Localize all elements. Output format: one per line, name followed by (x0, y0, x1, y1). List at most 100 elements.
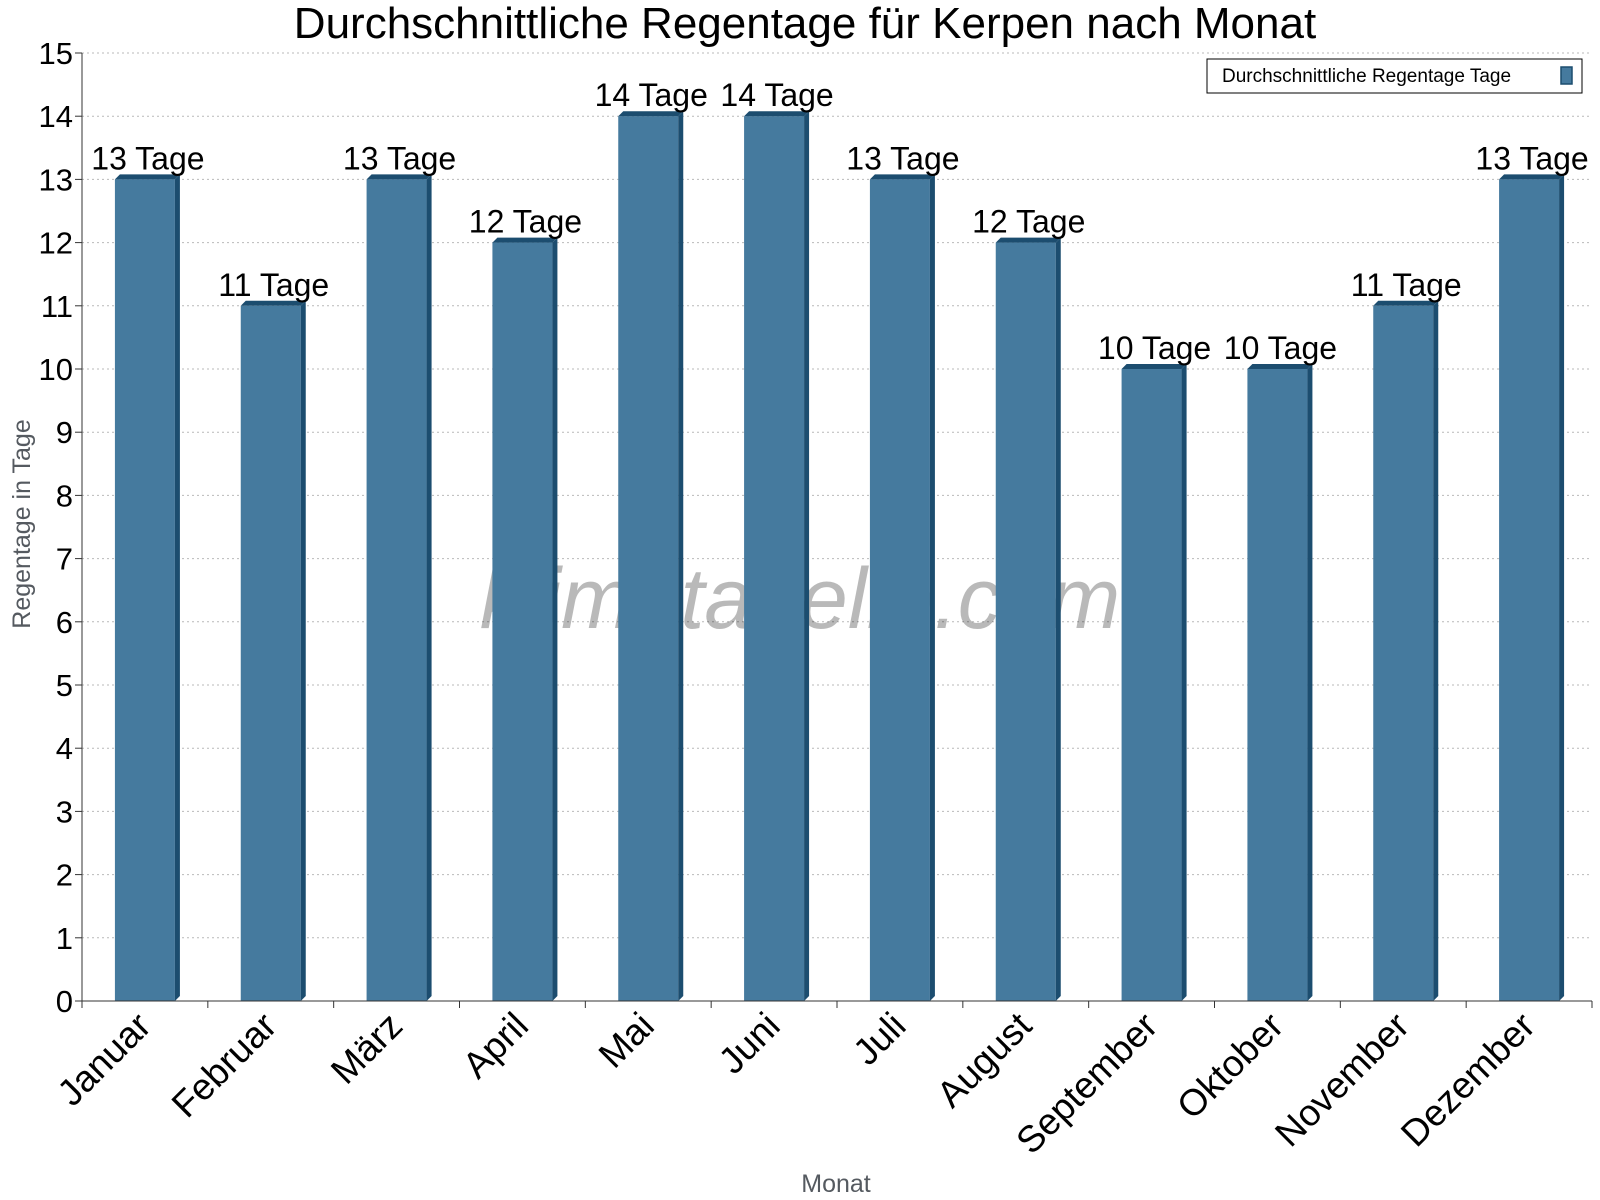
y-axis-title: Regentage in Tage (8, 419, 36, 628)
bar-side (300, 300, 306, 1001)
bar (1373, 300, 1439, 1001)
data-label: 14 Tage (720, 77, 833, 113)
bar-top (995, 237, 1061, 243)
data-label: 11 Tage (1351, 267, 1462, 303)
data-label: 10 Tage (1098, 330, 1211, 366)
legend-swatch (1560, 66, 1573, 85)
grid (82, 52, 1592, 939)
y-tick-label: 3 (56, 794, 73, 829)
bar-side (804, 111, 810, 1001)
x-tick-label: August (929, 1004, 1040, 1115)
bar (1499, 174, 1565, 1001)
bar-side (1559, 174, 1565, 1001)
bar-top (744, 111, 810, 117)
bar-top (1499, 174, 1565, 180)
y-tick-label: 8 (56, 478, 73, 513)
y-tick-label: 6 (56, 605, 73, 640)
axes (75, 52, 1593, 1008)
bar-top (618, 111, 684, 117)
x-tick-label: Januar (50, 1005, 159, 1114)
legend-box (1206, 58, 1583, 94)
data-label: 11 Tage (218, 267, 329, 303)
bar-front (1373, 305, 1434, 1001)
bar (618, 111, 684, 1001)
x-tick-label: Dezember (1393, 1005, 1543, 1155)
bar-side (1181, 364, 1187, 1001)
bar-front (1247, 369, 1308, 1001)
y-tick-label: 14 (39, 99, 73, 134)
data-label: 10 Tage (1224, 330, 1337, 366)
bar-front (114, 179, 175, 1001)
legend-label: Durchschnittliche Regentage Tage (1222, 66, 1511, 87)
x-tick-labels: Januar Februar März April Mai Juni Juli AugustS… (50, 1004, 1543, 1161)
bar-front (869, 179, 930, 1001)
y-tick-label: 4 (56, 731, 73, 766)
data-label: 13 Tage (846, 140, 959, 176)
bar-front (995, 242, 1056, 1002)
bar-side (174, 174, 180, 1001)
y-tick-label: 15 (39, 36, 73, 71)
bar-top (240, 300, 306, 306)
data-labels: 13 Tage 11 Tage 13 Tage 12 Tage 14 Tage 14 Ta… (91, 77, 1588, 366)
bar-top (492, 237, 558, 243)
data-label: 13 Tage (343, 140, 456, 176)
y-tick-label: 5 (56, 668, 73, 703)
y-tick-label: 12 (39, 226, 73, 261)
y-tick-label: 1 (56, 921, 73, 956)
bar (1121, 364, 1187, 1001)
bars (114, 111, 1565, 1002)
bar-front (1499, 179, 1560, 1001)
y-tick-label: 9 (56, 415, 73, 450)
bar (366, 174, 432, 1001)
data-label: 14 Tage (595, 77, 708, 113)
x-tick-label: Mai (591, 1005, 662, 1076)
bar-top (1247, 364, 1313, 369)
bar-front (618, 116, 679, 1001)
x-tick-label: April (455, 1005, 536, 1086)
data-label: 13 Tage (91, 140, 204, 176)
bar (1247, 364, 1313, 1001)
bar (744, 111, 810, 1001)
bar (995, 237, 1061, 1002)
bar-front (744, 116, 805, 1001)
x-axis-title: Monat (801, 1170, 871, 1198)
bar (240, 300, 306, 1001)
bar-top (366, 174, 432, 180)
chart-title: Durchschnittliche Regentage für Kerpen n… (294, 0, 1316, 48)
data-label: 12 Tage (972, 204, 1085, 240)
bar-side (1433, 300, 1439, 1001)
bar-side (426, 174, 432, 1001)
x-tick-label: März (323, 1005, 410, 1092)
bar-side (929, 174, 935, 1001)
y-tick-label: 7 (56, 542, 73, 577)
data-label: 13 Tage (1475, 140, 1588, 176)
bar (114, 174, 180, 1001)
y-tick-label: 11 (41, 289, 73, 324)
bar-front (366, 179, 427, 1001)
bar (492, 237, 558, 1002)
legend: Durchschnittliche Regentage Tage (1206, 58, 1583, 94)
bar-top (1121, 364, 1187, 369)
bar-front (492, 242, 553, 1002)
bar (869, 174, 935, 1001)
y-tick-label: 10 (39, 352, 73, 387)
bar-side (1055, 237, 1061, 1002)
x-tick-label: Juni (711, 1005, 788, 1082)
y-tick-label: 0 (56, 984, 73, 1019)
x-tick-label: Juli (845, 1005, 913, 1073)
y-tick-label: 13 (39, 162, 73, 197)
bar-front (1121, 369, 1182, 1001)
bar-top (114, 174, 180, 180)
bar-side (678, 111, 684, 1001)
bar-side (1307, 364, 1313, 1001)
x-tick-label: Oktober (1169, 1005, 1291, 1127)
x-tick-label: November (1267, 1005, 1417, 1155)
bar-top (869, 174, 935, 180)
bar-side (552, 237, 558, 1002)
data-label: 12 Tage (469, 204, 582, 240)
bar-front (240, 305, 301, 1001)
y-tick-label: 2 (56, 858, 73, 893)
bar-top (1373, 300, 1439, 306)
